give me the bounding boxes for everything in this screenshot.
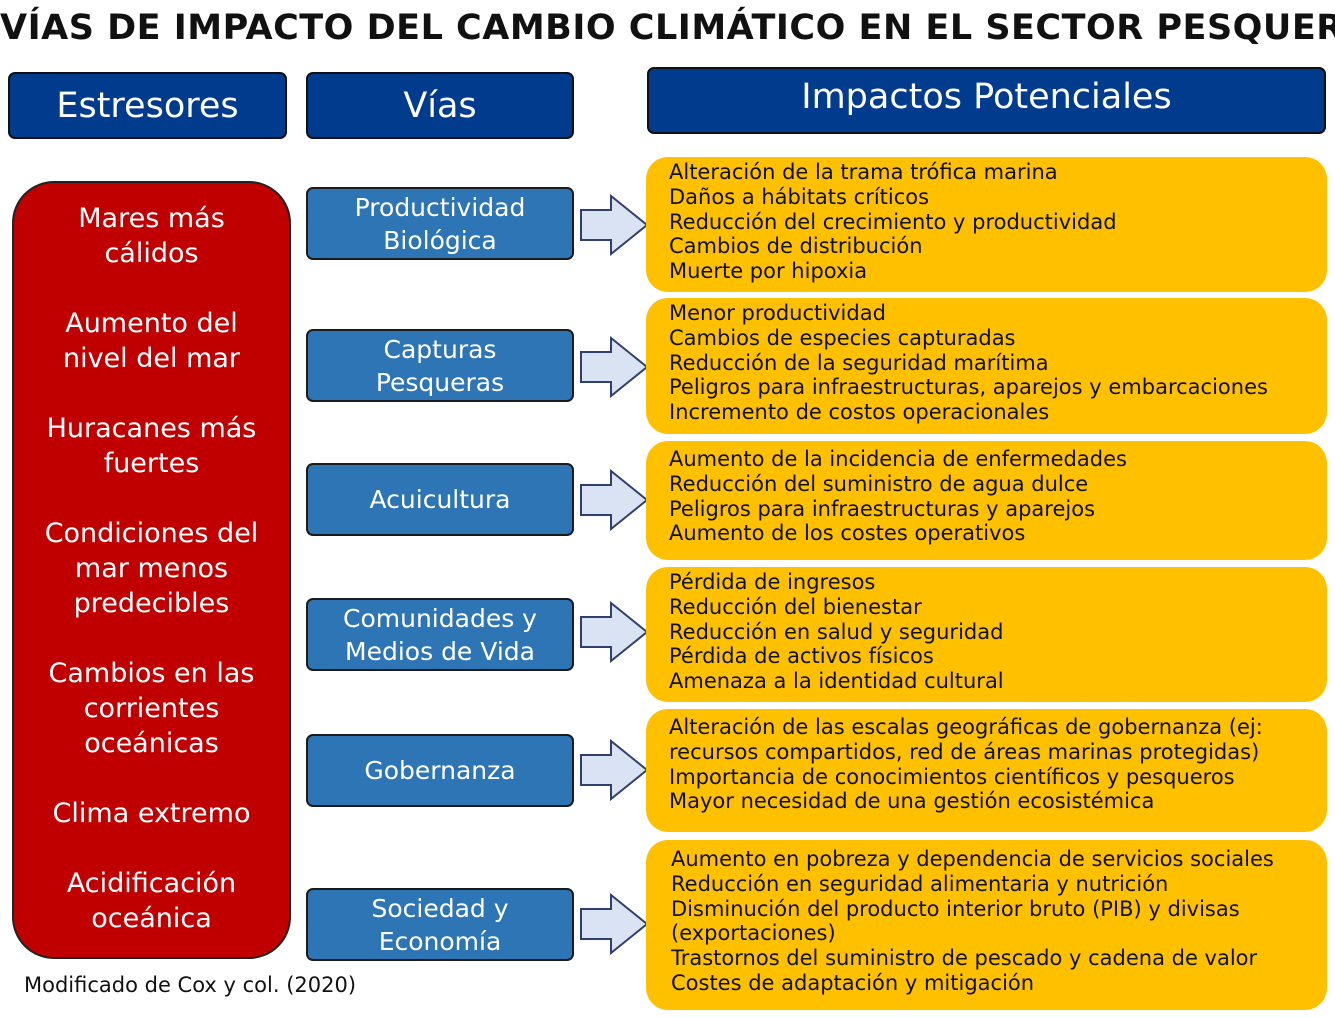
arrow-right-icon [580,194,649,256]
impact-item: recursos compartidos, red de áreas marin… [669,739,1260,764]
impact-item: Mayor necesidad de una gestión ecosistém… [669,789,1155,814]
impact-item: Costes de adaptación y mitigación [671,970,1035,995]
via-line: Economía [378,926,502,956]
stressor-line: mar menos [74,553,229,584]
impact-item: Menor productividad [669,301,886,325]
impact-item: Reducción en seguridad alimentaria y nut… [671,871,1169,896]
impact-box-comunidades: Pérdida de ingresos Reducción del bienes… [646,567,1327,702]
impact-item: Reducción del suministro de agua dulce [669,471,1089,496]
stressors-panel: Mares más cálidos Aumento del nivel del … [12,181,291,959]
via-line: Productividad [354,192,526,222]
impact-box-gobernanza: Alteración de las escalas geográficas de… [646,709,1327,832]
via-line: Pesqueras [375,367,505,397]
stressor-line: fuertes [103,448,200,479]
impact-item: Aumento de la incidencia de enfermedades [669,447,1127,471]
stressor-stronger-hurricanes: Huracanes más fuertes [14,411,289,481]
stressor-sea-level-rise: Aumento del nivel del mar [14,306,289,376]
via-line: Gobernanza [364,756,516,785]
via-line: Comunidades y [343,603,537,633]
impact-item: (exportaciones) [671,921,836,946]
via-line: Medios de Vida [345,636,535,666]
impact-item: Daños a hábitats críticos [669,184,930,209]
arrow-right-icon [580,469,649,531]
via-capturas-pesqueras: Capturas Pesqueras [306,329,574,402]
impact-item: Aumento de los costes operativos [669,521,1026,546]
stressor-line: nivel del mar [62,343,241,374]
via-line: Capturas [383,334,497,364]
stressor-line: Condiciones del [44,518,259,549]
impact-item: Incremento de costos operacionales [669,400,1050,425]
via-comunidades: Comunidades y Medios de Vida [306,598,574,671]
via-productividad-biologica: Productividad Biológica [306,187,574,260]
impact-box-acuicultura: Aumento de la incidencia de enfermedades… [646,441,1327,560]
stressor-line: Cambios en las [48,658,255,689]
impact-item: Muerte por hipoxia [669,259,868,284]
stressor-line: Mares más [78,203,225,234]
via-line: Acuicultura [369,485,511,514]
header-impacts: Impactos Potenciales [647,67,1326,134]
impact-item: Aumento en pobreza y dependencia de serv… [671,847,1274,871]
impact-item: Reducción del crecimiento y productivida… [669,209,1117,234]
via-acuicultura: Acuicultura [306,463,574,536]
impact-item: Peligros para infraestructuras, aparejos… [669,375,1268,400]
via-line: Biológica [383,225,497,255]
stressor-line: oceánica [91,903,212,934]
impact-item: Peligros para infraestructuras y aparejo… [669,496,1096,521]
arrow-right-icon [580,336,649,398]
impact-item: Importancia de conocimientos científicos… [669,764,1235,789]
arrow-right-icon [580,893,649,955]
impact-box-productividad: Alteración de la trama trófica marina Da… [646,157,1327,292]
impact-box-sociedad: Aumento en pobreza y dependencia de serv… [646,840,1327,1010]
impact-box-capturas: Menor productividad Cambios de especies … [646,298,1327,434]
stressor-line: cálidos [104,238,199,269]
header-stressors: Estresores [8,72,287,139]
impact-item: Disminución del producto interior bruto … [671,896,1240,921]
source-footnote: Modificado de Cox y col. (2020) [24,973,357,997]
stressor-unpredictable-sea: Condiciones del mar menos predecibles [14,516,289,621]
arrow-right-icon [580,601,649,663]
stressor-line: corrientes [83,693,220,724]
diagram-title: VÍAS DE IMPACTO DEL CAMBIO CLIMÁTICO EN … [0,8,1335,48]
impact-item: Amenaza a la identidad cultural [669,669,1004,694]
stressor-line: predecibles [73,588,230,619]
stressor-line: Aumento del [65,308,238,339]
via-line: Sociedad y [371,893,509,923]
impact-item: Cambios de especies capturadas [669,325,1016,350]
stressor-line: Huracanes más [46,413,257,444]
arrow-right-icon [580,739,649,801]
stressor-line: Clima extremo [52,798,251,829]
impact-item: Pérdida de ingresos [669,570,876,594]
impact-item: Cambios de distribución [669,234,923,259]
stressor-line: Acidificación [66,868,237,899]
impact-item: Alteración de la trama trófica marina [669,160,1058,184]
impact-item: Reducción de la seguridad marítima [669,350,1049,375]
stressor-ocean-currents: Cambios en las corrientes oceánicas [14,656,289,761]
header-vias: Vías [306,72,574,139]
impact-item: Reducción del bienestar [669,594,922,619]
impact-item: Alteración de las escalas geográficas de… [669,715,1263,739]
stressor-extreme-weather: Clima extremo [14,796,289,831]
via-sociedad-economia: Sociedad y Economía [306,888,574,961]
stressor-ocean-acidification: Acidificación oceánica [14,866,289,936]
stressor-warmer-seas: Mares más cálidos [14,201,289,271]
impact-item: Trastornos del suministro de pescado y c… [671,946,1258,971]
stressor-line: oceánicas [84,728,219,759]
impact-item: Pérdida de activos físicos [669,644,934,669]
impact-item: Reducción en salud y seguridad [669,619,1004,644]
via-gobernanza: Gobernanza [306,734,574,807]
